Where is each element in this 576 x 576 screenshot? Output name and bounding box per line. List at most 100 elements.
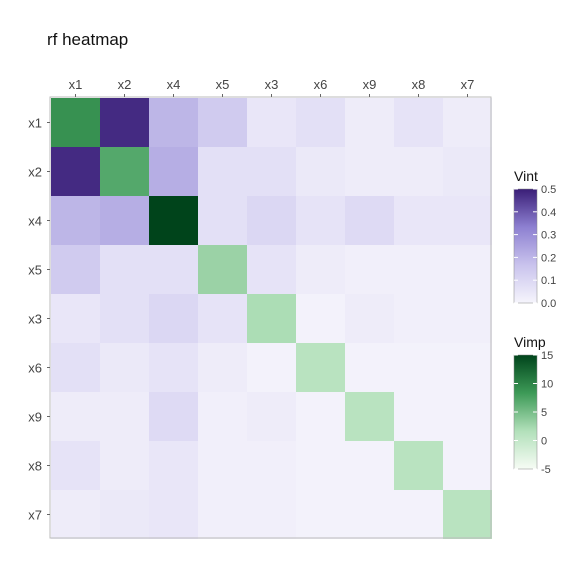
vint-cell-x4-x5 [198,196,247,245]
x-tick-label: x1 [69,77,83,92]
legend-tick-label: 5 [541,407,547,419]
vint-cell-x3-x2 [100,294,149,343]
vint-cell-x7-x5 [198,490,247,539]
vint-cell-x5-x7 [443,245,492,294]
panel-border [49,96,492,539]
vint-cell-x8-x5 [198,441,247,490]
vint-cell-x6-x9 [345,343,394,392]
x-tick-label: x9 [363,77,377,92]
legend-tick-label: 0.4 [541,207,556,219]
vint-cell-x3-x1 [51,294,100,343]
heatmap-cells [51,98,492,539]
vint-cell-x1-x8 [394,98,443,147]
vint-cell-x3-x5 [198,294,247,343]
vint-cell-x9-x7 [443,392,492,441]
vint-cell-x4-x3 [247,196,296,245]
x-axis-ticks: x1 x2 x4 x5 x3 x6 x9 x8 x7 [69,77,475,97]
legend-tick-label: 0 [541,436,547,448]
vimp-cell-x5 [198,245,247,294]
legend-tick-label: 0.3 [541,230,556,242]
vimp-cell-x6 [296,343,345,392]
x-tick-label: x2 [118,77,132,92]
vint-cell-x4-x1 [51,196,100,245]
vint-cell-x2-x7 [443,147,492,196]
vint-cell-x2-x4 [149,147,198,196]
y-tick-label: x9 [28,410,42,425]
vint-cell-x7-x2 [100,490,149,539]
vint-cell-x5-x2 [100,245,149,294]
x-tick-label: x4 [167,77,181,92]
legend-tick-label: 0.1 [541,275,556,287]
vint-cell-x2-x3 [247,147,296,196]
y-tick-label: x8 [28,459,42,474]
vint-cell-x7-x8 [394,490,443,539]
vint-cell-x2-x5 [198,147,247,196]
vint-cell-x7-x4 [149,490,198,539]
x-tick-label: x7 [461,77,475,92]
vint-cell-x5-x8 [394,245,443,294]
vint-cell-x8-x7 [443,441,492,490]
vint-cell-x3-x6 [296,294,345,343]
vint-cell-x6-x8 [394,343,443,392]
vint-cell-x3-x9 [345,294,394,343]
vint-cell-x6-x1 [51,343,100,392]
vint-cell-x9-x8 [394,392,443,441]
legend-tick-label: 0.2 [541,252,556,264]
vint-cell-x9-x6 [296,392,345,441]
vint-cell-x5-x9 [345,245,394,294]
vimp-cell-x2 [100,147,149,196]
vint-cell-x7-x1 [51,490,100,539]
vint-cell-x3-x4 [149,294,198,343]
vint-cell-x1-x4 [149,98,198,147]
y-tick-label: x2 [28,165,42,180]
vint-cell-x9-x3 [247,392,296,441]
vint-cell-x5-x4 [149,245,198,294]
vint-cell-x1-x3 [247,98,296,147]
vint-cell-x8-x3 [247,441,296,490]
vimp-cell-x3 [247,294,296,343]
vint-cell-x3-x8 [394,294,443,343]
vimp-cell-x1 [51,98,100,147]
vint-cell-x2-x9 [345,147,394,196]
vimp-cell-x4 [149,196,198,245]
y-axis-ticks: x1 x2 x4 x5 x3 x6 x9 x8 x7 [28,116,50,523]
vint-cell-x7-x6 [296,490,345,539]
vint-cell-x6-x2 [100,343,149,392]
vint-cell-x5-x3 [247,245,296,294]
legend-colorbar [513,188,538,304]
vimp-cell-x7 [443,490,492,539]
y-tick-label: x7 [28,508,42,523]
vimp-cell-x8 [394,441,443,490]
vint-cell-x3-x7 [443,294,492,343]
y-tick-label: x1 [28,116,42,131]
vint-cell-x2-x1 [51,147,100,196]
vint-cell-x5-x1 [51,245,100,294]
vint-cell-x7-x9 [345,490,394,539]
vint-cell-x8-x2 [100,441,149,490]
vint-cell-x1-x5 [198,98,247,147]
vint-cell-x9-x4 [149,392,198,441]
legend-tick-label: -5 [541,464,551,476]
vint-cell-x2-x6 [296,147,345,196]
vint-cell-x1-x7 [443,98,492,147]
vint-cell-x8-x6 [296,441,345,490]
vint-cell-x1-x9 [345,98,394,147]
legend-tick-label: 15 [541,350,553,362]
vint-cell-x1-x6 [296,98,345,147]
vint-cell-x6-x5 [198,343,247,392]
legend-tick-label: 0.0 [541,298,556,310]
vint-cell-x5-x6 [296,245,345,294]
vint-cell-x8-x1 [51,441,100,490]
legend-title: Vint [514,168,538,184]
x-tick-label: x6 [314,77,328,92]
vimp-cell-x9 [345,392,394,441]
vint-cell-x9-x1 [51,392,100,441]
vint-cell-x2-x8 [394,147,443,196]
y-tick-label: x3 [28,312,42,327]
vint-cell-x8-x9 [345,441,394,490]
y-tick-label: x5 [28,263,42,278]
vint-cell-x1-x2 [100,98,149,147]
y-tick-label: x4 [28,214,42,229]
